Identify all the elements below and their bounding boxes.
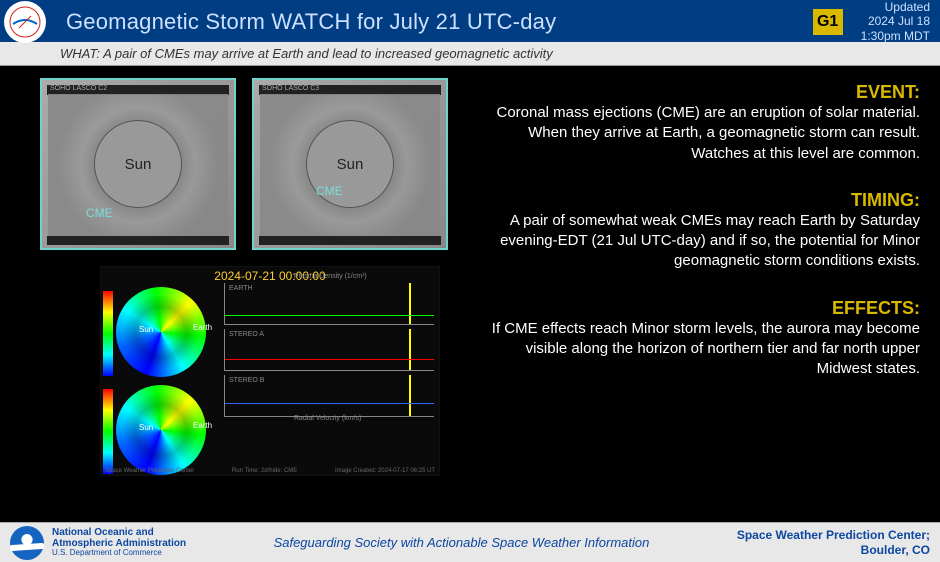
timing-block: TIMING: A pair of somewhat weak CMEs may… <box>480 190 920 272</box>
spiral-lbl-earth2: Earth <box>193 421 212 430</box>
event-text: Coronal mass ejections (CME) are an erup… <box>480 103 920 164</box>
updated-date: 2024 Jul 18 <box>861 14 930 28</box>
spiral-velocity <box>116 385 206 475</box>
plot-stereob-density: STEREO B <box>224 375 434 417</box>
effects-text: If CME effects reach Minor storm levels,… <box>480 319 920 380</box>
spiral-lbl-earth1: Earth <box>193 323 212 332</box>
timing-text: A pair of somewhat weak CMEs may reach E… <box>480 211 920 272</box>
effects-block: EFFECTS: If CME effects reach Minor stor… <box>480 298 920 380</box>
plot-stereoa-density: STEREO A <box>224 329 434 371</box>
sun1-time: 2024-07-17 00:24 UT <box>105 238 172 245</box>
footer-org1: National Oceanic and <box>52 527 186 538</box>
text-column: EVENT: Coronal mass ejections (CME) are … <box>480 78 924 514</box>
effects-heading: EFFECTS: <box>480 298 920 319</box>
sun1-source: SOHO LASCO C2 <box>50 85 107 92</box>
footer-slogan: Safeguarding Society with Actionable Spa… <box>186 535 737 550</box>
sun1-disk: Sun <box>94 120 182 208</box>
event-heading: EVENT: <box>480 82 920 103</box>
updated-label: Updated <box>861 0 930 14</box>
plot2-title: Radial Velocity (km/s) <box>294 415 361 422</box>
spiral-density <box>116 287 206 377</box>
model-footer: Space Weather Prediction Center Run Time… <box>105 468 435 474</box>
main-content: SOHO LASCO C2 Sun CME 2024-07-17 00:24 U… <box>0 66 940 522</box>
plot1-title: Plasma Density (1/cm³) <box>294 273 367 280</box>
colorbar-1 <box>103 291 113 376</box>
what-bar: WHAT: A pair of CMEs may arrive at Earth… <box>0 42 940 66</box>
nws-logo <box>4 1 46 43</box>
footer-org3: U.S. Department of Commerce <box>52 549 186 558</box>
image-column: SOHO LASCO C2 Sun CME 2024-07-17 00:24 U… <box>40 78 460 514</box>
sun-image-2: SOHO LASCO C3 Sun CME 2024-07-17 06:18 U… <box>252 78 448 250</box>
plot1-s3: STEREO B <box>229 377 264 384</box>
event-block: EVENT: Coronal mass ejections (CME) are … <box>480 82 920 164</box>
footer-right: Space Weather Prediction Center; Boulder… <box>737 528 930 557</box>
header-bar: Geomagnetic Storm WATCH for July 21 UTC-… <box>0 0 940 42</box>
updated-time: 1:30pm MDT <box>861 29 930 43</box>
sun2-time: 2024-07-17 06:18 UT <box>317 238 384 245</box>
sun-image-1: SOHO LASCO C2 Sun CME 2024-07-17 00:24 U… <box>40 78 236 250</box>
model-footer-left: Space Weather Prediction Center <box>105 468 194 474</box>
sun2-source: SOHO LASCO C3 <box>262 85 319 92</box>
footer-org: National Oceanic and Atmospheric Adminis… <box>52 527 186 558</box>
colorbar-2 <box>103 389 113 474</box>
footer-right2: Boulder, CO <box>737 543 930 557</box>
spiral-lbl-sun1: Sun <box>139 325 153 334</box>
storm-level-badge: G1 <box>813 9 843 35</box>
footer-right1: Space Weather Prediction Center; <box>737 528 930 542</box>
noaa-logo <box>10 526 44 560</box>
plot1-s1: EARTH <box>229 285 253 292</box>
timing-heading: TIMING: <box>480 190 920 211</box>
sun2-cme-label: CME <box>316 184 343 198</box>
model-footer-mid: Run Time: 2d/hide: CME <box>232 468 297 474</box>
model-footer-right: Image Created: 2024-07-17 06:25 UT <box>335 468 435 474</box>
spiral-lbl-sun2: Sun <box>139 423 153 432</box>
sun1-cme-label: CME <box>86 206 113 220</box>
model-line-plots: Plasma Density (1/cm³) EARTH STEREO A ST… <box>224 283 434 468</box>
plot1-s2: STEREO A <box>229 331 264 338</box>
page-title: Geomagnetic Storm WATCH for July 21 UTC-… <box>46 9 813 35</box>
enlil-model-panel: 2024-07-21 00:00:00 Sun Earth Sun Earth … <box>100 266 440 476</box>
updated-block: Updated 2024 Jul 18 1:30pm MDT <box>861 0 940 43</box>
sun-image-row: SOHO LASCO C2 Sun CME 2024-07-17 00:24 U… <box>40 78 460 250</box>
plot-earth-density: EARTH <box>224 283 434 325</box>
footer-bar: National Oceanic and Atmospheric Adminis… <box>0 522 940 562</box>
